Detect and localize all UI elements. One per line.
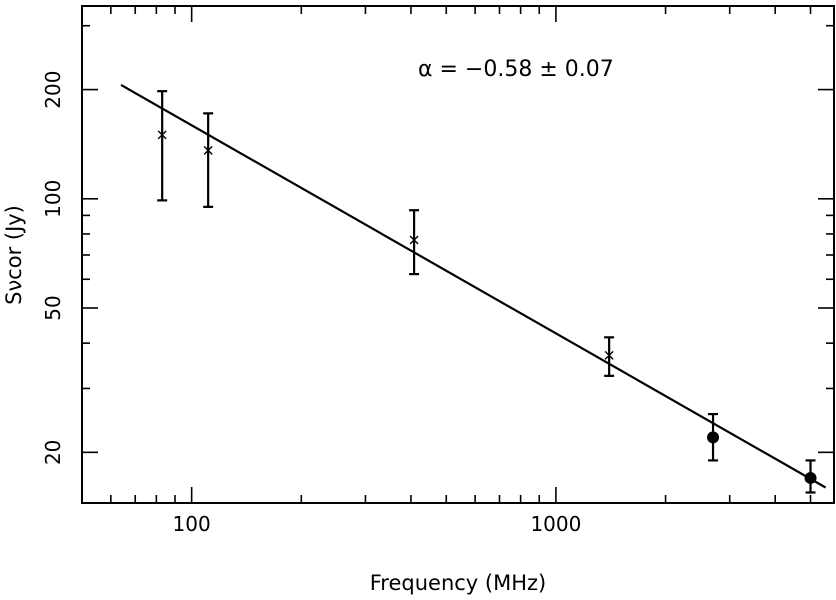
alpha-annotation: α = −0.58 ± 0.07	[418, 57, 614, 82]
x-axis-label: Frequency (MHz)	[370, 571, 546, 595]
cross-marker	[409, 235, 419, 245]
fit-line-group	[120, 83, 827, 489]
data-point	[157, 90, 168, 202]
y-tick-label: 50	[41, 295, 65, 320]
fit-line	[120, 83, 827, 489]
x-tick-label: 100	[173, 512, 211, 536]
cross-marker	[157, 130, 167, 140]
x-tick-label: 1000	[530, 512, 581, 536]
data-point	[409, 209, 420, 276]
y-tick-label: 100	[41, 180, 65, 218]
y-axis-label: Sνcor (Jy)	[2, 205, 26, 305]
ticks	[81, 6, 834, 503]
y-tick-label: 200	[41, 71, 65, 109]
filled-circle-marker	[804, 471, 817, 484]
cross-marker	[604, 350, 614, 360]
filled-circle-marker	[707, 431, 720, 444]
data-point	[604, 336, 615, 377]
data-point	[804, 459, 817, 494]
data-point	[203, 112, 214, 208]
tick-labels: 100 1000 20 50 100 200	[41, 71, 581, 536]
data-points	[157, 90, 817, 494]
cross-marker	[203, 145, 213, 155]
y-tick-label: 20	[41, 440, 65, 465]
data-point	[707, 412, 720, 462]
